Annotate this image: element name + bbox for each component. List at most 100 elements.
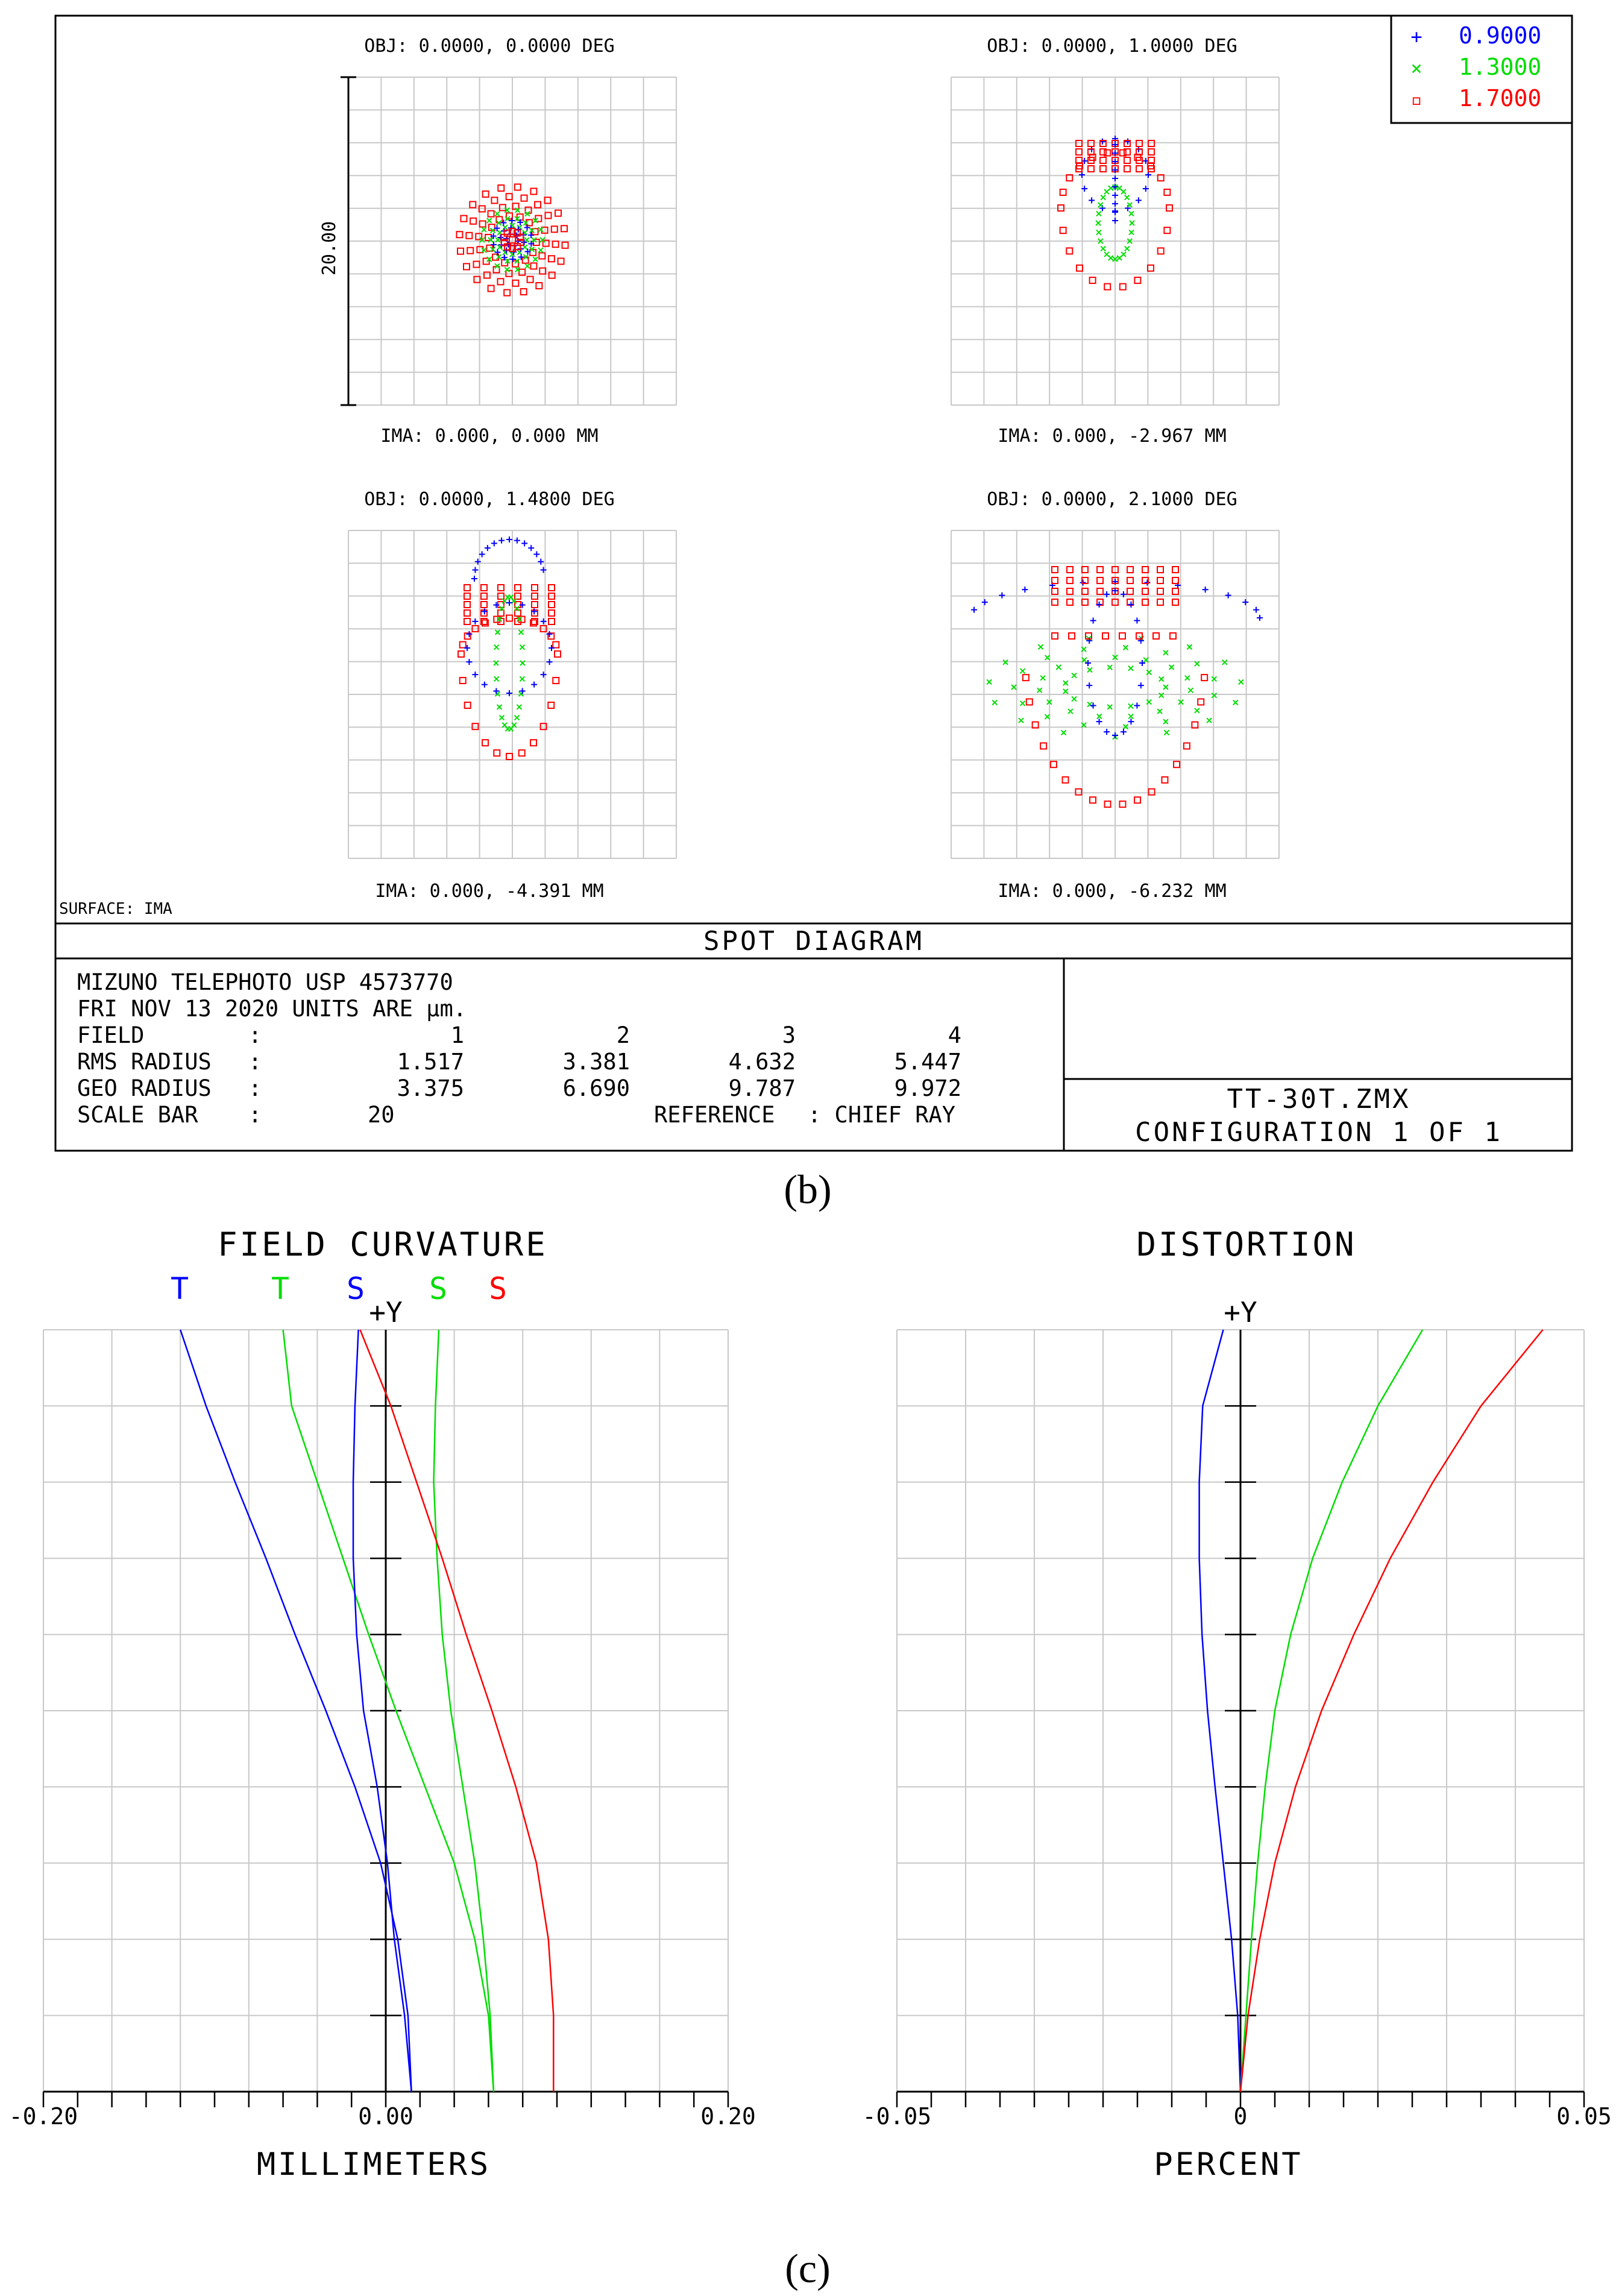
spot-mark-cross bbox=[531, 237, 537, 243]
spot-mark-cross bbox=[1143, 657, 1149, 663]
spot-mark-square bbox=[531, 618, 538, 625]
spot-mark-cross bbox=[1122, 723, 1129, 730]
spot-mark-cross bbox=[493, 644, 500, 650]
fc-series bbox=[180, 1329, 555, 2092]
spot-mark-plus bbox=[549, 645, 555, 651]
spot-mark-plus bbox=[509, 256, 516, 262]
spot-mark-plus bbox=[501, 254, 508, 261]
spot-mark-square bbox=[465, 231, 473, 239]
dist-axis bbox=[896, 1330, 1585, 2107]
spot-mark-square bbox=[514, 243, 521, 251]
spot-mark-square bbox=[505, 193, 513, 201]
spot-mark-square bbox=[530, 187, 538, 195]
spot-mark-cross bbox=[1163, 729, 1170, 736]
spot-mark-square bbox=[1142, 577, 1149, 584]
spot-mark-square bbox=[464, 593, 471, 600]
info-date-units: FRI NOV 13 2020 UNITS ARE µm. bbox=[77, 996, 467, 1022]
spot-mark-cross bbox=[514, 216, 520, 222]
spot-mark-square bbox=[497, 593, 505, 600]
spot-mark-square bbox=[518, 749, 526, 757]
spot-mark-cross bbox=[489, 227, 496, 234]
spot-mark-cross bbox=[1146, 669, 1152, 676]
spot-mark-square bbox=[457, 650, 465, 658]
spot-mark-plus bbox=[518, 254, 524, 260]
spot-mark-square bbox=[547, 255, 555, 263]
spot-mark-square bbox=[497, 609, 505, 617]
spot-mark-square bbox=[497, 184, 505, 192]
spot-mark-plus bbox=[514, 537, 520, 544]
spot-mark-cross bbox=[532, 218, 539, 224]
spot-mark-square bbox=[520, 288, 527, 295]
spot-mark-cross bbox=[517, 250, 523, 256]
rms-row-colon: : bbox=[248, 1049, 262, 1075]
spot-mark-plus bbox=[1112, 218, 1118, 224]
spot-mark-square bbox=[554, 650, 561, 658]
rms-value-4: 5.447 bbox=[894, 1049, 961, 1075]
spot-mark-plus bbox=[466, 659, 473, 665]
spot-mark-plus bbox=[524, 224, 530, 231]
spot-mark-square bbox=[512, 203, 520, 210]
spot-mark-square bbox=[1148, 788, 1155, 796]
field-value-1: 1 bbox=[451, 1022, 464, 1048]
spot-mark-square bbox=[470, 217, 477, 225]
spot-mark-plus bbox=[1085, 660, 1091, 666]
spot-mark-square bbox=[561, 241, 569, 249]
spot-mark-square bbox=[1127, 566, 1134, 573]
spot-mark-square bbox=[1051, 577, 1058, 584]
spot-mark-square bbox=[529, 248, 537, 256]
spot-mark-square bbox=[1066, 588, 1074, 595]
spot-mark-plus bbox=[517, 219, 524, 225]
legend-symbol-3: ▫ bbox=[1410, 88, 1422, 111]
spot-mark-square bbox=[505, 269, 513, 277]
spot-mark-square bbox=[557, 257, 565, 265]
spot-mark-plus bbox=[1120, 729, 1127, 735]
spot-mark-square bbox=[1051, 632, 1058, 640]
spot-mark-plus bbox=[1253, 606, 1259, 613]
spot-mark-cross bbox=[529, 246, 535, 253]
spot-mark-square bbox=[462, 263, 470, 271]
spot-mark-square bbox=[1136, 632, 1143, 640]
spot-mark-cross bbox=[532, 256, 539, 262]
spot-mark-plus bbox=[1090, 617, 1096, 624]
spot-mark-cross bbox=[1036, 687, 1043, 693]
spot-mark-cross bbox=[516, 616, 523, 622]
spot-mark-plus bbox=[1135, 197, 1142, 204]
spot-mark-cross bbox=[1127, 202, 1133, 208]
spot-title: SPOT DIAGRAM bbox=[703, 926, 924, 957]
spot-mark-plus bbox=[519, 688, 526, 694]
spot-mark-cross bbox=[1159, 676, 1165, 682]
dist-title: DISTORTION bbox=[1136, 1225, 1356, 1263]
spot-mark-cross bbox=[519, 676, 526, 682]
info-title: MIZUNO TELEPHOTO USP 4573770 bbox=[77, 969, 453, 995]
spot-mark-cross bbox=[519, 644, 526, 650]
spot-mark-cross bbox=[1128, 210, 1134, 217]
series-line bbox=[433, 1329, 495, 2092]
spot-mark-square bbox=[503, 229, 511, 237]
spot-mark-cross bbox=[986, 679, 992, 685]
spot-mark-cross bbox=[538, 247, 544, 253]
spot-mark-cross bbox=[498, 605, 505, 612]
spot-mark-square bbox=[1059, 227, 1067, 234]
spot-mark-square bbox=[1087, 165, 1095, 172]
spot-mark-square bbox=[1075, 148, 1083, 156]
fc-legend-item-4: S bbox=[429, 1271, 447, 1306]
spot-mark-square bbox=[1104, 800, 1111, 808]
spot-mark-cross bbox=[1096, 210, 1102, 217]
spot-mark-cross bbox=[1121, 189, 1127, 195]
field-row-colon: : bbox=[248, 1022, 262, 1048]
scale-bar: 20.00 bbox=[319, 76, 356, 406]
legend-label-3: 1.7000 bbox=[1459, 85, 1541, 112]
spot-mark-plus bbox=[1134, 702, 1140, 709]
spot-mark-square bbox=[1119, 283, 1127, 291]
spot-mark-square bbox=[1142, 599, 1149, 606]
spot-mark-plus bbox=[1079, 172, 1085, 178]
spot-mark-plus bbox=[533, 551, 540, 558]
fc-legend-item-1: T bbox=[171, 1271, 189, 1306]
spot-mark-square bbox=[544, 212, 552, 219]
spot-mark-plus bbox=[519, 602, 526, 608]
spot-mark-square bbox=[1134, 796, 1142, 804]
spot-mark-cross bbox=[1011, 684, 1017, 690]
spot-mark-square bbox=[1148, 140, 1155, 147]
spot-mark-plus bbox=[540, 672, 547, 678]
spot-mark-square bbox=[1099, 165, 1107, 172]
